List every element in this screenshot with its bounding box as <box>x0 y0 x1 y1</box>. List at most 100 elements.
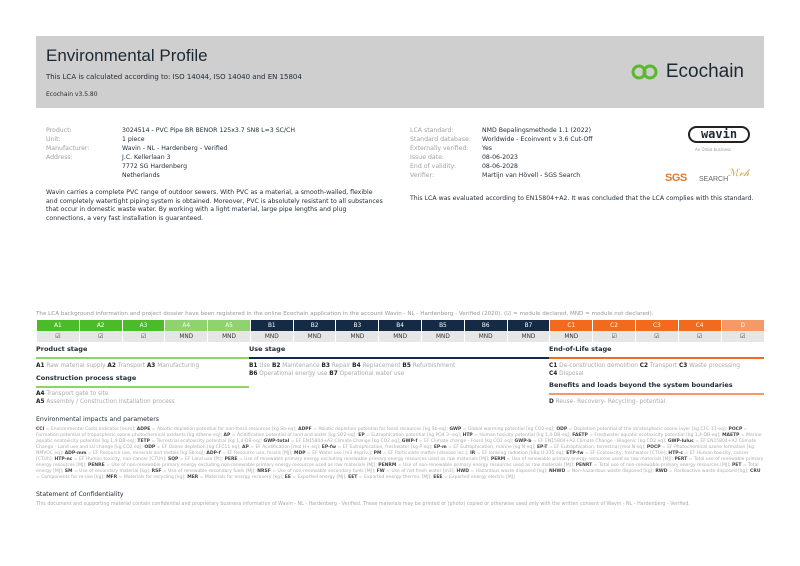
module-code: B5 <box>402 363 411 369</box>
abbr-definition: Abiotic depletion potential for non-foss… <box>157 427 296 432</box>
abbr-term: CCI <box>36 427 45 432</box>
abbr-definition: EF Ecotoxicity, freshwater [CTUe] <box>590 451 666 456</box>
standards-subtitle: This LCA is calculated according to: ISO… <box>46 73 302 81</box>
abbr-definition: Marine aquatic ecotoxicity potential [kg… <box>36 433 762 444</box>
module-status-b4: MND <box>378 331 422 342</box>
info-value-line: Wavin - NL - Hardenberg - Verified <box>122 145 228 152</box>
abbr-term: HWD <box>456 469 469 474</box>
module-code: C3 <box>678 363 688 369</box>
module-code: A3 <box>146 363 156 369</box>
verifier-signature: ℳ𝓋𝒽 <box>728 168 750 179</box>
modules-table: A1 A2 A3 A4 A5 B1 B2 B3 B4 B5 B6 B7 C1 C2 C3 C4 D ☑ ☑ ☑ MND M… <box>36 320 764 342</box>
info-value: NMD Bepalingsmethode 1.1 (2022) <box>482 126 591 135</box>
abbr-term: PENRT <box>575 463 593 468</box>
wavin-tagline: An Orbia business <box>695 147 732 152</box>
module-status-c3: ☑ <box>634 331 679 342</box>
module-code: C2 <box>639 363 649 369</box>
abbr-term: CRU <box>750 469 761 474</box>
abbr-definition: Eutrophication potential [kg PO4 3--eq] <box>371 433 460 438</box>
module-name: Replacement <box>362 363 401 369</box>
module-legend-item: C2 Transport <box>640 363 677 369</box>
info-value: J.C. Kellerlaan 3 7772 SG Hardenberg Nethe… <box>122 153 187 180</box>
module-code-b1: B1 <box>249 320 294 331</box>
abbr-term: PERM <box>490 457 506 462</box>
abbr-term: TETP <box>137 439 150 444</box>
abbr-definition: EF EN15804+A2 Climate Change - Land use … <box>36 439 757 450</box>
module-legend-item: C4 Disposal <box>549 371 584 377</box>
abbr-term: MDP <box>294 451 306 456</box>
abbr-term: POCP <box>646 445 661 450</box>
abbr-definition: Materials for energy recovery [kg] <box>204 475 282 480</box>
abbr-term: EP <box>358 433 365 438</box>
module-code-c3: C3 <box>634 320 679 331</box>
module-name: Operational water use <box>339 371 405 377</box>
module-status-c4: ☑ <box>677 331 721 342</box>
info-row: Issue date: 08-06-2023 <box>410 153 593 162</box>
info-value-line: 08-06-2028 <box>482 163 518 170</box>
abbr-term: PENRM <box>378 463 397 468</box>
module-status-b6: MND <box>463 331 508 342</box>
abbr-definition: EF Ionising radiation [kBq U-235 eq] <box>481 451 564 456</box>
module-code-a3: A3 <box>121 320 165 331</box>
abbr-definition: EF Particulate matter [disease inc.] <box>388 451 468 456</box>
abbr-definition: Materials for recycling [kg] <box>123 475 185 480</box>
abbr-term: MAETP <box>722 433 740 438</box>
search-logo: SEARCH <box>699 176 729 183</box>
module-status-a1: ☑ <box>36 331 80 342</box>
confidentiality-text: This document and supporting material co… <box>36 502 690 507</box>
abbr-definition: EF Eutrophication, freshwater [kg P eq] <box>342 445 431 450</box>
abbr-definition: Use of non-renewable secondary fuels [MJ… <box>277 469 374 474</box>
abbr-definition: EF Human toxicity, cancer [CTUh] <box>36 451 749 462</box>
abbr-definition: Exported energy thermic [MJ] <box>363 475 431 480</box>
module-name: Refurbishment <box>412 363 456 369</box>
module-code-b2: B2 <box>292 320 336 331</box>
abbr-definition: EF Resource use, minerals and metals [kg… <box>93 451 204 456</box>
abbr-term: PERT <box>674 457 688 462</box>
abbr-term: SM <box>64 469 73 474</box>
info-row: Unit: 1 piece <box>46 135 295 144</box>
module-name: De-construction demolition <box>559 363 638 369</box>
module-status-d: ☑ <box>720 331 764 342</box>
info-label: Standard database: <box>410 136 471 143</box>
chain-link-icon <box>631 64 658 80</box>
module-name: Transport gate to site <box>46 391 109 397</box>
abbr-definition: EF Acidification [mol H+ eq] <box>255 445 319 450</box>
abbr-term: POCP <box>728 427 743 432</box>
abbr-term: FAETP <box>572 433 588 438</box>
module-code-b3: B3 <box>335 320 379 331</box>
abbr-term: RSF <box>151 469 162 474</box>
info-value: 3024514 - PVC Pipe BR BENOR 125x3.7 SN8 … <box>122 126 295 135</box>
wavin-logo: wavin <box>688 126 750 143</box>
abbr-definition: Hazardous waste disposed [kg] <box>475 469 547 474</box>
abbr-term: GWP-luluc <box>667 439 694 444</box>
abbr-definition: Radioactive waste disposed [kg] <box>674 469 748 474</box>
abbr-term: EET <box>348 475 358 480</box>
abbr-term: MER <box>187 475 199 480</box>
module-code-c2: C2 <box>592 320 636 331</box>
eol-stage-title: End-of-Life stage <box>549 345 764 359</box>
abbr-term: PM <box>373 451 382 456</box>
abbr-term: HTP-nc <box>54 457 73 462</box>
abbr-definition: Use of secondary material [kg] <box>79 469 149 474</box>
module-code-a2: A2 <box>78 320 123 331</box>
info-label: Verifier: <box>410 172 435 179</box>
abbr-definition: EF Photochemical ozone formation [kg NMV… <box>36 445 754 456</box>
abbr-term: GWP <box>449 427 462 432</box>
info-value-line: Martijn van Hövell - SGS Search <box>482 172 581 179</box>
abbr-term: RWD <box>655 469 668 474</box>
info-row: Externally verified: Yes <box>410 144 593 153</box>
confidentiality-title: Statement of Confidentiality <box>36 491 124 498</box>
abbr-term: EE <box>284 475 291 480</box>
abbr-term: IR <box>470 451 476 456</box>
module-name: Waste processing <box>689 363 740 369</box>
module-name: Transport <box>117 363 145 369</box>
abbr-term: FW <box>376 469 385 474</box>
abbr-term: NRSF <box>257 469 271 474</box>
info-label: Manufacturer: <box>46 145 90 152</box>
module-legend-item: A3 Manufacturing <box>147 363 199 369</box>
module-legend-item: B3 Repair <box>321 363 350 369</box>
module-legend-item: C1 De-construction demolition <box>549 363 638 369</box>
abbr-definition: Human toxicity potential [kg 1,4-DB-eq] <box>479 433 570 438</box>
module-code: B7 <box>329 371 338 377</box>
module-name: Assembly / Construction installation pro… <box>46 399 175 405</box>
